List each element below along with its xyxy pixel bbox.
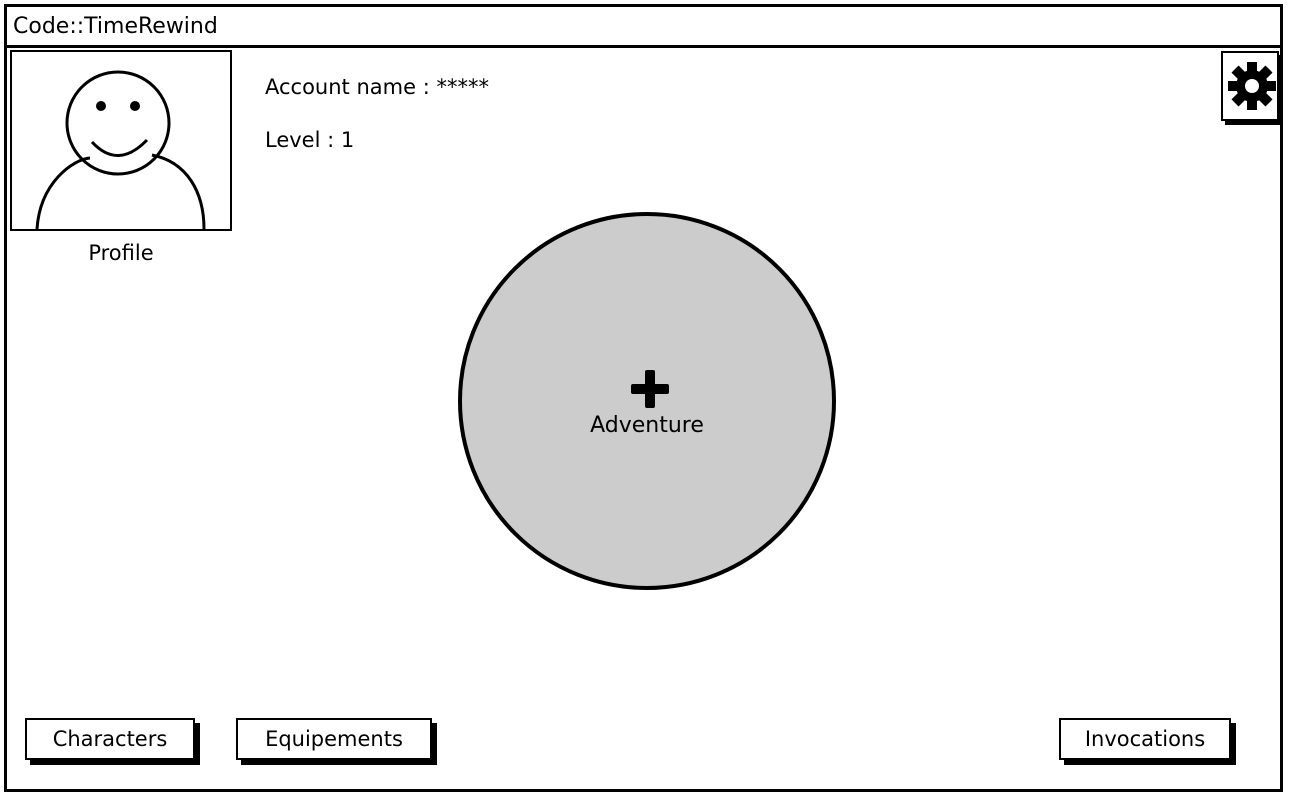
settings-button[interactable]: [1221, 51, 1279, 121]
plus-icon: [631, 370, 669, 408]
window-title: Code::TimeRewind: [13, 14, 218, 39]
adventure-button[interactable]: Adventure: [458, 212, 836, 590]
title-bar: Code::TimeRewind: [7, 7, 1280, 48]
account-level: Level : 1: [265, 128, 355, 152]
adventure-label: Adventure: [590, 413, 704, 438]
account-name: Account name : *****: [265, 75, 489, 99]
invocations-button[interactable]: Invocations: [1059, 718, 1231, 760]
profile-avatar[interactable]: [10, 50, 232, 231]
app-window: Code::TimeRewind Profile Account name : …: [4, 4, 1283, 792]
avatar-icon: [35, 70, 206, 229]
gear-icon: [1228, 62, 1276, 110]
profile-label: Profile: [88, 241, 154, 265]
characters-button[interactable]: Characters: [25, 718, 195, 760]
equipements-button[interactable]: Equipements: [236, 718, 432, 760]
